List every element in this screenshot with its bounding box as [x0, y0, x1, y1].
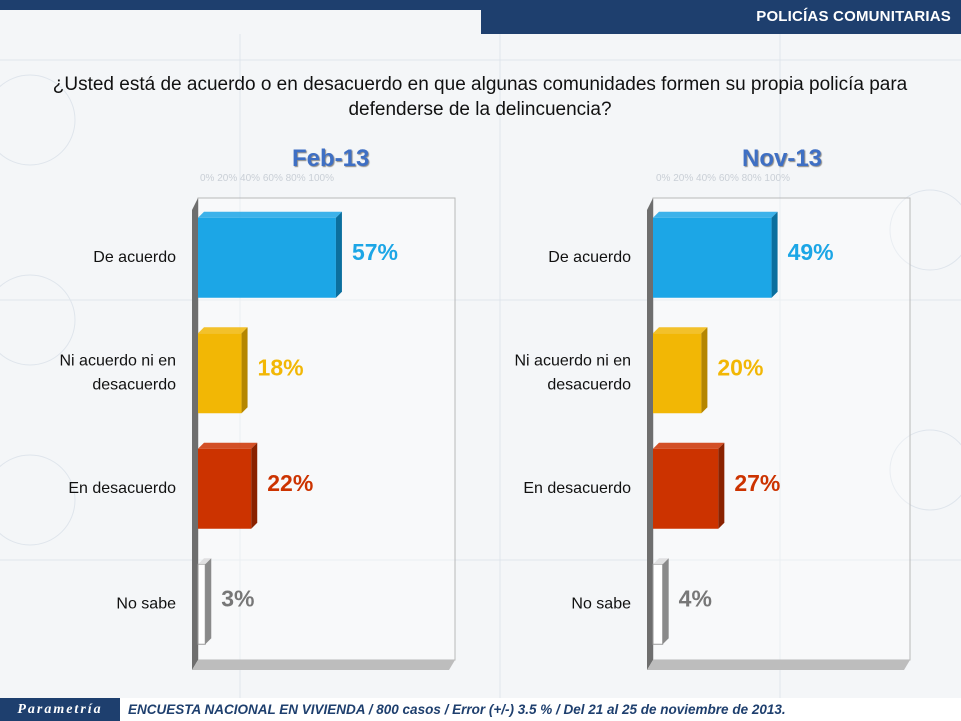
category-label-1: De acuerdo	[93, 249, 176, 266]
axis-ticks-feb: 0% 20% 40% 60% 80% 100%	[200, 173, 334, 184]
bar-3	[198, 442, 258, 529]
axis-wall	[192, 198, 198, 670]
value-label-4: 3%	[221, 585, 254, 611]
value-label-2: 20%	[717, 354, 763, 380]
axis-ticks-nov: 0% 20% 40% 60% 80% 100%	[656, 173, 790, 184]
category-label-3: En desacuerdo	[523, 480, 631, 497]
axis-wall	[647, 198, 653, 670]
bar-4	[652, 558, 669, 645]
category-label-2: Ni acuerdo ni en	[59, 352, 176, 369]
value-label-1: 57%	[352, 239, 398, 265]
value-label-3: 27%	[734, 470, 780, 496]
chart-feb: 57% De acuerdo 18% Ni acuerdo ni en desacuer…	[59, 197, 456, 670]
section-title: POLICÍAS COMUNITARIAS	[756, 8, 951, 25]
axis-floor	[647, 660, 910, 670]
value-label-3: 22%	[267, 470, 313, 496]
header-band-left	[0, 0, 520, 10]
category-label-1: De acuerdo	[548, 249, 631, 266]
category-label-2: desacuerdo	[547, 376, 631, 393]
chart-title-nov: Nov-13	[742, 145, 823, 172]
header-band	[481, 0, 961, 34]
chart-title-feb: Feb-13	[292, 145, 370, 172]
bar-1	[198, 211, 342, 298]
bar-1	[653, 211, 778, 298]
bar-3	[653, 442, 725, 529]
category-label-2: desacuerdo	[92, 376, 176, 393]
bar-4	[197, 558, 212, 645]
category-label-4: No sabe	[571, 595, 631, 612]
footer-bar	[0, 698, 961, 721]
footer-text: ENCUESTA NACIONAL EN VIVIENDA / 800 caso…	[128, 702, 786, 717]
axis-floor	[192, 660, 455, 670]
value-label-4: 4%	[679, 585, 712, 611]
bar-2	[653, 327, 708, 414]
bar-2	[198, 327, 248, 414]
survey-question: ¿Usted está de acuerdo o en desacuerdo e…	[52, 74, 908, 120]
value-label-2: 18%	[258, 354, 304, 380]
footer-logo: Parametría	[0, 698, 120, 721]
category-label-3: En desacuerdo	[68, 480, 176, 497]
chart-nov: 49% De acuerdo 20% Ni acuerdo ni en desacuer…	[514, 197, 911, 670]
category-label-4: No sabe	[116, 595, 176, 612]
category-label-2: Ni acuerdo ni en	[514, 352, 631, 369]
value-label-1: 49%	[788, 239, 834, 265]
